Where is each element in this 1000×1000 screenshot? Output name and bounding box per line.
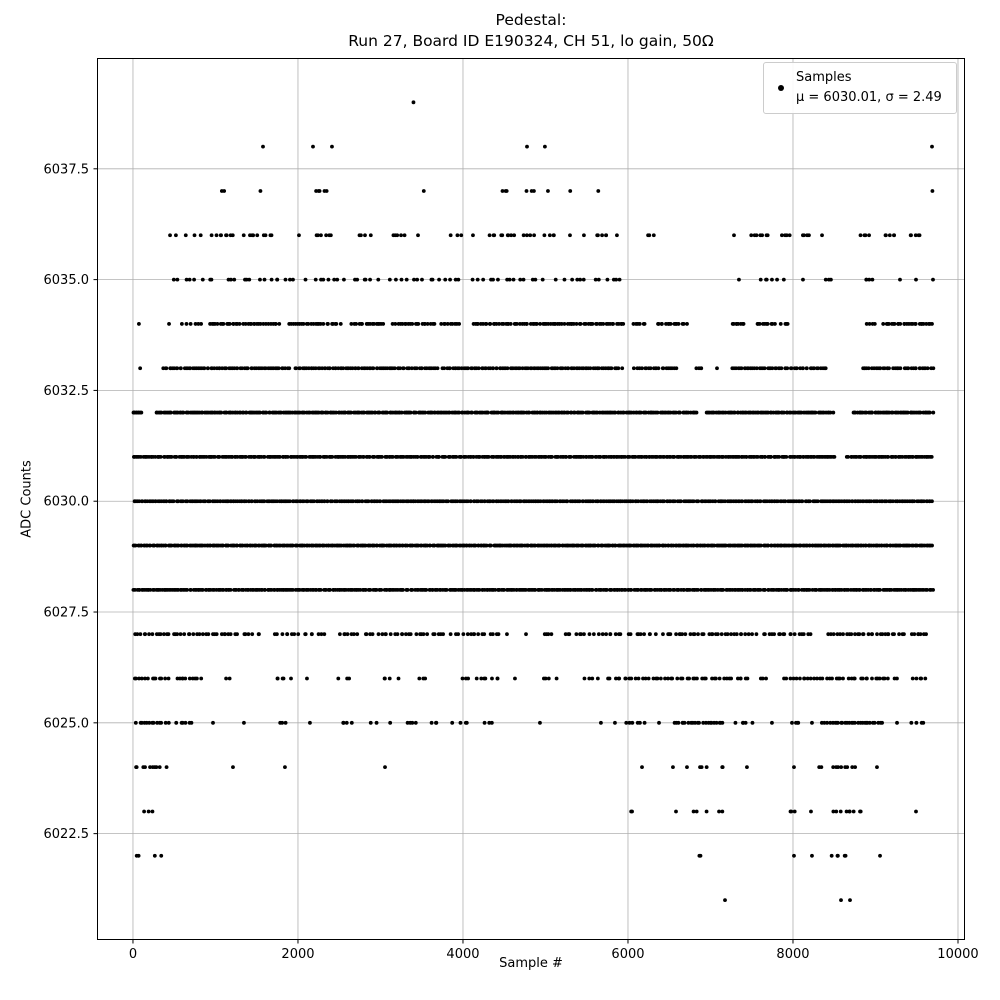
y-tick-label: 6032.5 [44, 384, 90, 399]
scatter-points [131, 100, 936, 903]
plot-area: 0 2000 4000 6000 8000 10000 6022.5 6025.0 6027.5… [44, 58, 979, 962]
legend-text: Samples μ = 6030.01, σ = 2.49 [796, 68, 942, 108]
chart-title-line2: Run 27, Board ID E190324, CH 51, lo gain… [348, 32, 714, 50]
y-axis-label: ADC Counts [19, 460, 35, 538]
x-axis-label: Sample # [499, 956, 563, 971]
x-tick-label: 2000 [281, 947, 314, 962]
x-tick-label: 4000 [446, 947, 479, 962]
y-tick-label: 6037.5 [44, 162, 90, 177]
legend-stats-label: μ = 6030.01, σ = 2.49 [796, 90, 942, 105]
x-tick-label: 0 [129, 947, 137, 962]
scatter-plot-canvas: 0 2000 4000 6000 8000 10000 6022.5 6025.0 6027.5… [44, 58, 979, 962]
y-tick-label: 6025.0 [44, 716, 90, 731]
chart-title-line1: Pedestal: [495, 11, 567, 29]
legend: Samples μ = 6030.01, σ = 2.49 [763, 62, 957, 114]
x-tick-label: 10000 [937, 947, 978, 962]
y-tick-label: 6030.0 [44, 495, 90, 510]
legend-marker-icon [778, 85, 784, 91]
y-tick-label: 6035.0 [44, 273, 90, 288]
y-tick-label: 6022.5 [44, 827, 90, 842]
y-tick-label: 6027.5 [44, 606, 90, 621]
chart-title: Pedestal: Run 27, Board ID E190324, CH 5… [97, 10, 965, 52]
x-tick-label: 6000 [611, 947, 644, 962]
x-tick-label: 8000 [776, 947, 809, 962]
legend-series-label: Samples [796, 70, 852, 85]
